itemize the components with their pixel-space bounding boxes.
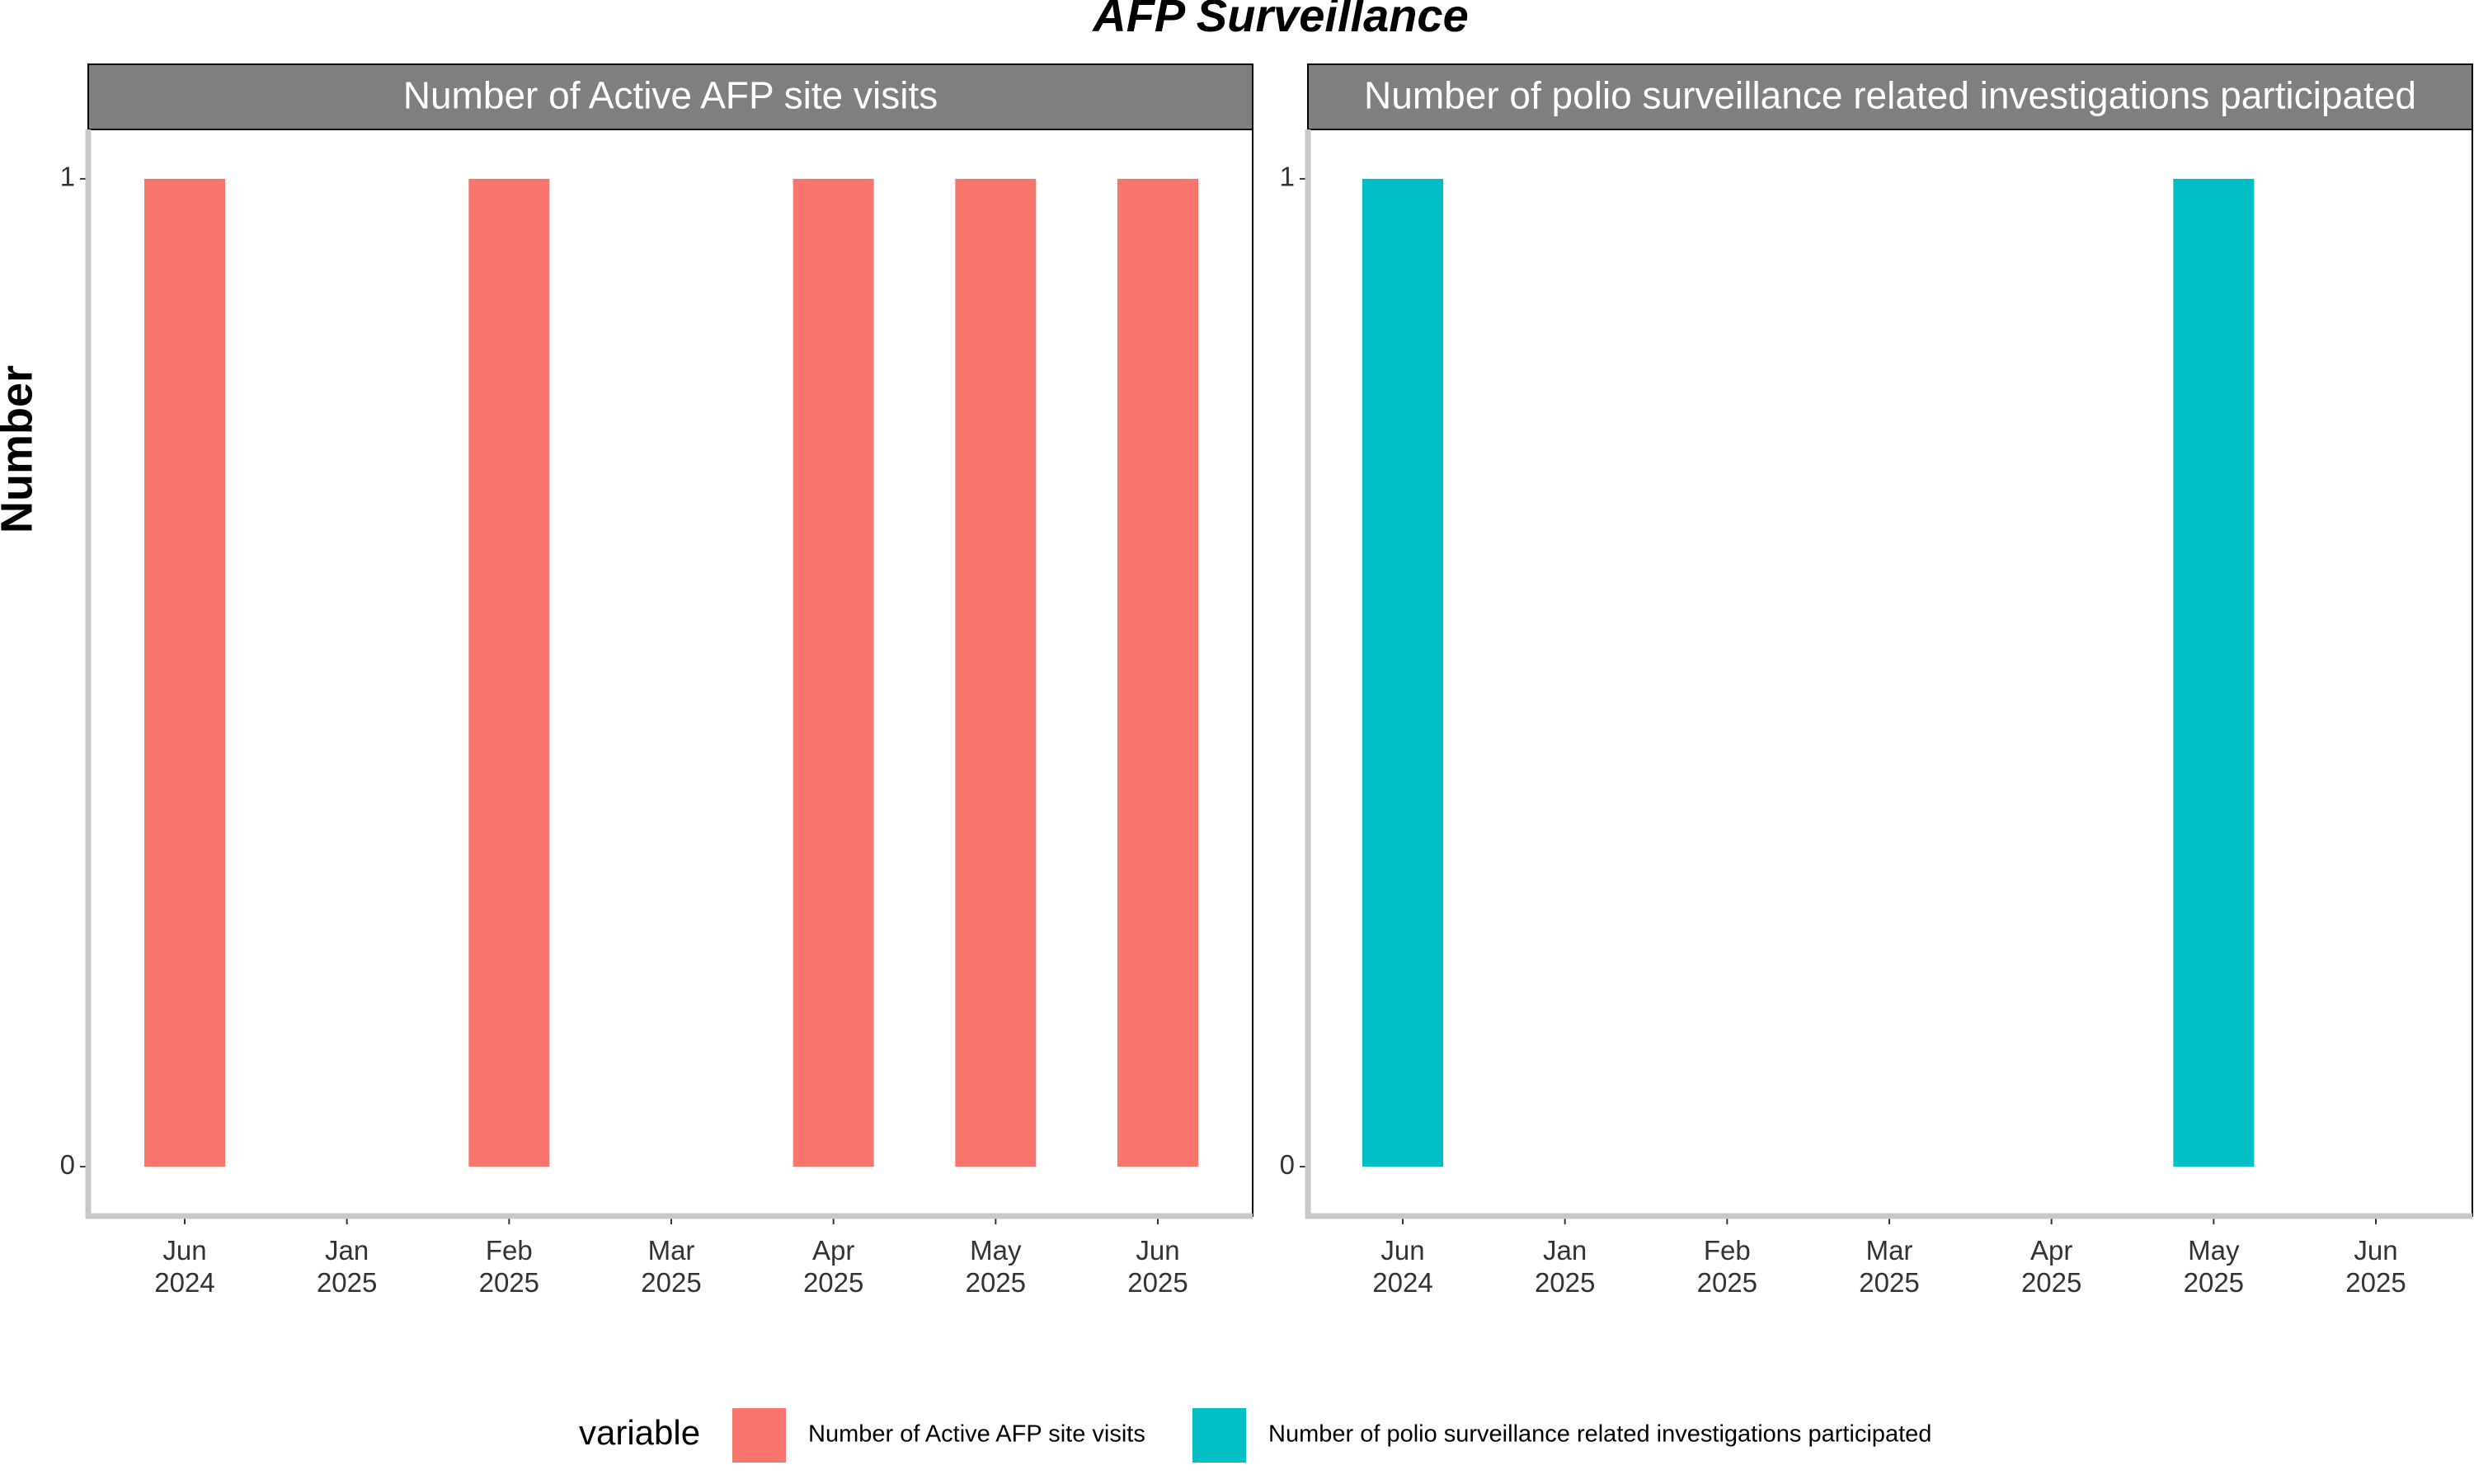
x-tick-label: Feb 2025 xyxy=(478,1235,540,1298)
x-tick-label: Jun 2024 xyxy=(154,1235,215,1298)
x-tick-label: Apr 2025 xyxy=(2020,1235,2082,1298)
bar xyxy=(2173,178,2255,1167)
legend-key xyxy=(732,1408,786,1463)
bar xyxy=(468,178,550,1167)
y-axis-label: Number xyxy=(0,365,41,533)
bar xyxy=(793,178,874,1167)
x-tick-label: Mar 2025 xyxy=(641,1235,702,1298)
x-tick-label: Jan 2025 xyxy=(1534,1235,1596,1298)
y-tick-label: 1 xyxy=(1280,162,1295,192)
x-tick-label: May 2025 xyxy=(965,1235,1027,1298)
panel-border xyxy=(87,129,1253,1217)
x-tick-label: Apr 2025 xyxy=(802,1235,864,1298)
y-tick-label: 0 xyxy=(1280,1149,1295,1180)
chart-title: AFP Surveillance xyxy=(1091,0,1468,41)
x-tick-label: Jan 2025 xyxy=(316,1235,378,1298)
bar xyxy=(1117,178,1198,1167)
strip-label: Number of Active AFP site visits xyxy=(403,74,938,117)
x-tick-label: Jun 2024 xyxy=(1372,1235,1433,1298)
legend-title: variable xyxy=(579,1413,700,1452)
strip xyxy=(1307,63,2473,130)
legend-key xyxy=(1192,1408,1246,1463)
x-tick-label: Jun 2025 xyxy=(2345,1235,2406,1298)
bar xyxy=(144,178,225,1167)
bar xyxy=(1362,178,1443,1167)
y-tick-label: 1 xyxy=(60,162,75,192)
x-tick-label: Mar 2025 xyxy=(1859,1235,1920,1298)
bar xyxy=(955,178,1037,1167)
y-tick-label: 0 xyxy=(60,1149,75,1180)
strip-label: Number of polio surveillance related inv… xyxy=(1364,74,2416,117)
panel-border xyxy=(1307,129,2473,1217)
legend-label: Number of Active AFP site visits xyxy=(808,1421,1145,1448)
x-tick-label: Jun 2025 xyxy=(1127,1235,1188,1298)
strip xyxy=(87,63,1253,130)
legend-label: Number of polio surveillance related inv… xyxy=(1268,1421,1931,1448)
x-tick-label: Feb 2025 xyxy=(1696,1235,1758,1298)
x-tick-label: May 2025 xyxy=(2183,1235,2245,1298)
